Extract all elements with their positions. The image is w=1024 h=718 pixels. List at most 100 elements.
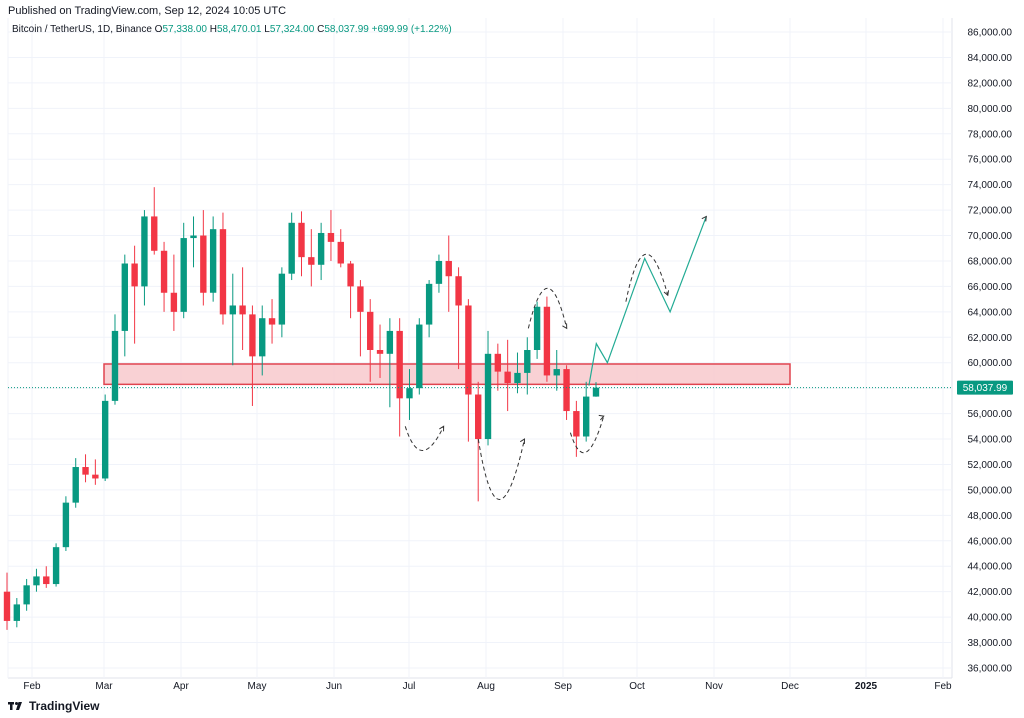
candle-body [72,467,79,503]
candle-body [141,216,148,287]
candle [455,267,462,370]
candle [465,299,472,442]
candle [278,267,286,338]
price-tick-label: 54,000.00 [968,435,1013,446]
candle [504,339,511,412]
price-tick-label: 64,000.00 [968,307,1013,318]
candle [219,212,227,325]
candle-body [259,318,266,357]
candlestick-chart[interactable]: 86,000.00 84,000.00 82,000.00 80,000.00 78,0… [0,18,1024,696]
legend-open-label: O [154,24,163,35]
candle [82,454,89,483]
price-tick-label: 50,000.00 [968,485,1013,496]
legend-low-label: L [264,24,270,35]
price-tick-label: 84,000.00 [968,53,1013,64]
price-tick-label: 86,000.00 [968,28,1013,39]
candle [3,572,11,630]
time-tick-label: Feb [934,681,952,692]
candle [327,210,335,261]
candle [141,210,148,306]
time-tick-label: Jul [403,681,416,692]
candle-body [308,257,315,265]
price-tick-label: 42,000.00 [968,587,1013,598]
dashed-arc-september [569,416,605,454]
candle [367,299,374,382]
candle-body [386,330,394,354]
time-tick-label: Aug [477,681,495,692]
last-price-tag [957,380,1013,395]
candle-body [317,232,325,265]
candle [239,267,246,350]
time-tick-label: Sep [554,681,572,692]
candle [406,369,413,420]
candle-body [435,260,443,284]
candle-body [151,216,158,251]
chart-grid [7,18,953,679]
price-tick-label: 46,000.00 [968,536,1013,547]
candle-body [200,235,207,293]
candle-body [484,353,492,440]
legend-high-label: H [209,24,217,35]
time-tick-label: Oct [629,681,645,692]
candle-body [396,330,403,399]
tradingview-footer[interactable]: TradingView [8,699,99,713]
candle [592,382,600,397]
candle-body [180,238,187,312]
candle [317,222,325,281]
candle [553,350,560,391]
price-tick-label: 52,000.00 [968,460,1013,471]
candle-body [239,305,246,315]
candle-body [249,314,256,357]
candle [111,314,119,405]
candle-body [494,353,502,372]
published-caption: Published on TradingView.com, Sep 12, 20… [8,5,287,17]
candle-body [475,394,482,440]
candle [72,458,79,508]
candle-body [357,286,364,312]
candle-body [3,591,11,621]
candle [151,187,158,255]
candle [23,578,30,611]
candle [494,343,502,391]
price-tick-label: 68,000.00 [968,256,1013,267]
candle [357,280,364,357]
candle [308,229,315,287]
dashed-arc-july [404,426,445,451]
candle [249,305,256,406]
candle-body [582,396,590,437]
candle [563,365,570,420]
price-axis: 86,000.00 84,000.00 82,000.00 80,000.00 78,0… [968,28,1013,675]
price-tick-label: 80,000.00 [968,104,1013,115]
candle-body [455,276,462,306]
candle-body [465,305,472,395]
candle-body [209,229,217,293]
candle [52,543,60,587]
candle [573,400,580,457]
price-tick-label: 36,000.00 [968,664,1013,675]
candle [425,280,433,338]
candle-body [23,585,30,605]
arrowhead-late-august [562,323,568,330]
candle [101,394,109,482]
candle-body [347,263,354,287]
time-tick-label: Dec [781,681,799,692]
candle-body [190,235,197,239]
candle [524,337,531,395]
time-tick-label: May [248,681,267,692]
time-tick-label: Jun [326,681,342,692]
price-tick-label: 70,000.00 [968,231,1013,242]
candle-body [82,467,89,475]
arrowhead-july [439,425,445,432]
candle-body [563,369,570,412]
candle [288,212,295,281]
price-tick-label: 40,000.00 [968,613,1013,624]
candle [376,324,384,378]
candle-body [445,260,452,277]
candle-body [514,372,521,384]
time-tick-label: Mar [95,681,113,692]
candle [337,229,344,268]
candle-body [337,241,344,264]
price-tick-label: 82,000.00 [968,78,1013,89]
footer-brand: TradingView [29,699,100,713]
candle-body [278,273,286,325]
